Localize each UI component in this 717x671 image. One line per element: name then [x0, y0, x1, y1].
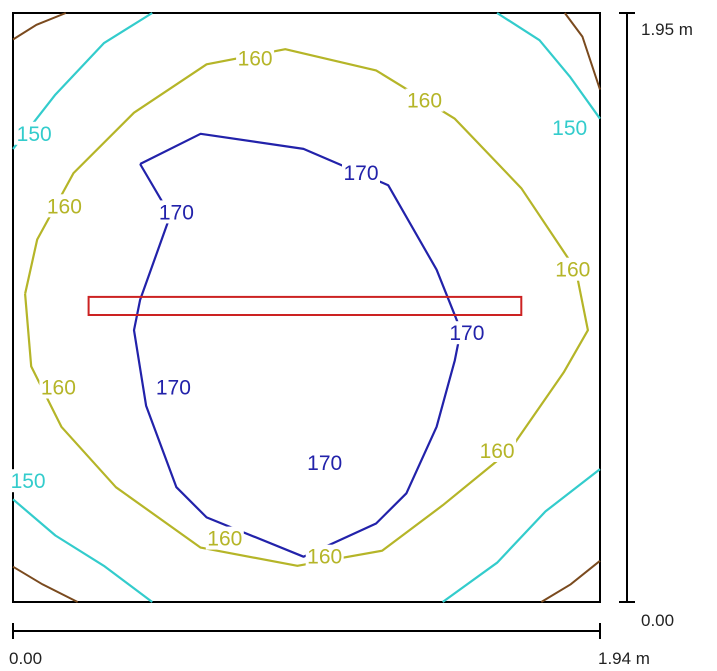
contour-label-text: 170 — [159, 201, 194, 224]
contour-label-150-15: 150 — [9, 469, 48, 493]
contour-line-160-1 — [24, 48, 590, 567]
contour-label-160-0: 160 — [236, 46, 275, 70]
contour-label-text: 160 — [407, 90, 442, 113]
y-dimension-line — [619, 12, 635, 603]
y-axis-end-label: 1.95 m — [641, 20, 693, 39]
contour-label-text: 160 — [480, 440, 515, 463]
corner-contours — [12, 12, 601, 603]
contour-line-170-0 — [132, 132, 462, 558]
contour-label-160-3: 160 — [553, 257, 592, 282]
contour-label-160-1: 160 — [405, 88, 444, 113]
contour-label-text: 150 — [17, 123, 52, 146]
contour-line-150-3 — [496, 12, 601, 120]
contour-label-text: 170 — [307, 452, 342, 475]
contour-label-160-7: 160 — [305, 544, 344, 569]
x-axis-end-label: 1.94 m — [598, 649, 650, 668]
contour-label-text: 160 — [555, 259, 590, 282]
corner-contour-0 — [12, 12, 67, 41]
contour-label-text: 160 — [41, 377, 76, 400]
contour-label-160-2: 160 — [45, 194, 84, 218]
contour-label-150-13: 150 — [15, 121, 54, 146]
contour-label-text: 160 — [47, 195, 82, 218]
contour-label-170-10: 170 — [447, 321, 486, 345]
x-dimension-line — [12, 623, 601, 639]
contour-label-text: 150 — [11, 470, 46, 493]
x-axis-start-label: 0.00 — [9, 649, 42, 668]
contour-label-text: 160 — [207, 528, 242, 551]
corner-contour-2 — [12, 565, 79, 603]
corner-contour-1 — [563, 12, 601, 90]
highlight-layer — [87, 295, 523, 316]
contour-label-160-6: 160 — [205, 526, 244, 551]
contour-label-170-12: 170 — [305, 451, 344, 475]
contour-lines — [12, 12, 601, 603]
y-axis-start-label: 0.00 — [641, 611, 674, 630]
contour-label-text: 160 — [238, 47, 273, 70]
contour-label-text: 150 — [552, 117, 587, 140]
contour-label-text: 170 — [343, 162, 378, 185]
contour-label-text: 160 — [307, 546, 342, 569]
highlight-box — [87, 295, 523, 316]
contour-label-150-14: 150 — [550, 115, 589, 140]
plot-frame — [12, 12, 601, 603]
contour-label-160-5: 160 — [478, 439, 517, 463]
contour-label-text: 170 — [156, 377, 191, 400]
contour-labels: 160 160 160 160 160 160 160 160 170 170 170 170 170 1… — [9, 46, 592, 569]
contour-line-150-2 — [12, 12, 153, 150]
contour-line-150-5 — [442, 468, 601, 603]
contour-line-150-4 — [12, 498, 153, 603]
contour-label-160-4: 160 — [39, 375, 78, 400]
contour-label-170-9: 170 — [157, 200, 196, 224]
contour-label-text: 170 — [449, 322, 484, 345]
contour-label-170-8: 170 — [342, 161, 380, 185]
corner-contour-3 — [540, 560, 601, 603]
contour-label-170-11: 170 — [154, 375, 193, 400]
